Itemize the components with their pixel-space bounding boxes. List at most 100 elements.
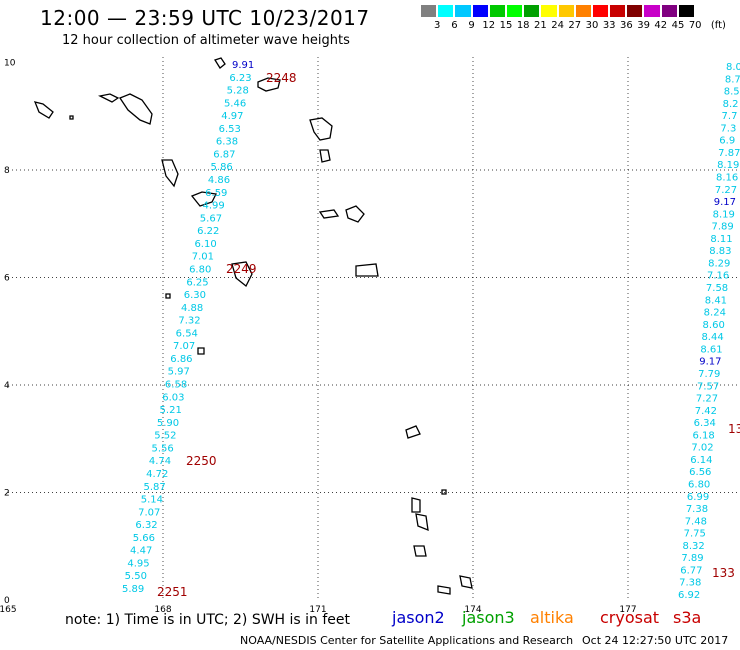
legend-swatch	[437, 4, 455, 18]
wave-height-label: 6.9	[719, 136, 735, 147]
wave-height-label: 7.32	[178, 316, 200, 327]
wave-height-label: 7.38	[679, 578, 701, 589]
wave-height-label: 6.18	[693, 430, 715, 441]
sat-jason2: jason2	[392, 608, 445, 627]
island	[161, 159, 179, 188]
legend-label: 42	[654, 20, 668, 31]
wave-height-label: 5.14	[141, 495, 163, 506]
wave-height-label: 6.14	[690, 455, 712, 466]
wave-height-label: 7.07	[138, 507, 160, 518]
wave-height-label: 7.58	[706, 283, 728, 294]
y-tick-label: 0	[4, 596, 10, 606]
wave-height-label: 6.10	[194, 239, 216, 250]
wave-height-label: 8.29	[708, 258, 730, 269]
island	[413, 545, 427, 557]
sat-altika: altika	[530, 608, 574, 627]
wave-height-label: 5.87	[143, 482, 165, 493]
island	[165, 293, 171, 299]
legend-swatch	[540, 4, 558, 18]
wave-height-label: 6.54	[176, 328, 198, 339]
pass-time-label: 2251	[157, 585, 188, 599]
island	[441, 489, 447, 495]
pass-time-label: 13	[728, 422, 740, 436]
axis-ticks: 165 168 171 174 177 0 2 4 6 8 10	[0, 59, 637, 616]
legend-label: 15	[499, 20, 513, 31]
x-tick-label: 174	[464, 605, 481, 615]
island	[437, 585, 451, 595]
wave-height-label: 9.17	[714, 197, 736, 208]
island	[98, 93, 120, 103]
island	[119, 93, 153, 125]
wave-height-label: 8.32	[682, 541, 704, 552]
island	[405, 425, 421, 439]
wave-height-label: 6.53	[219, 124, 241, 135]
legend-label: 24	[551, 20, 564, 31]
island	[319, 149, 331, 163]
wave-height-label: 6.77	[680, 565, 702, 576]
wave-height-label: 6.38	[216, 137, 238, 148]
wave-height-label: 7.79	[698, 369, 720, 380]
wave-height-label: 8.7	[725, 74, 740, 85]
wave-height-label: 5.66	[133, 533, 155, 544]
legend-label: 70	[688, 20, 702, 31]
legend-swatch	[488, 4, 506, 18]
wave-height-label: 6.56	[689, 467, 711, 478]
wave-height-label: 6.03	[162, 392, 184, 403]
legend-label: 33	[602, 20, 616, 31]
wave-height-label: 6.86	[170, 354, 192, 365]
wave-height-label: 8.0	[726, 62, 740, 73]
wave-height-label: 6.32	[135, 520, 157, 531]
wave-height-label: 5.52	[154, 431, 176, 442]
wave-height-label: 6.34	[694, 418, 716, 429]
wave-height-label: 6.30	[184, 290, 206, 301]
pass-time-label: 2248	[266, 71, 297, 85]
legend-label: 36	[620, 20, 633, 31]
timestamp-text: Oct 24 12:27:50 UTC 2017	[582, 634, 729, 647]
wave-height-label: 5.89	[122, 584, 144, 595]
wave-height-label: 8.44	[701, 332, 723, 343]
legend-swatch	[454, 4, 472, 18]
y-tick-label: 6	[4, 274, 10, 284]
wave-height-label: 8.60	[703, 320, 725, 331]
wave-height-label: 7.27	[696, 394, 718, 405]
legend-label: (ft)	[710, 20, 726, 31]
sat-cryosat: cryosat	[600, 608, 660, 627]
credit-text: NOAA/NESDIS Center for Satellite Applica…	[240, 634, 574, 647]
wave-height-label: 6.80	[189, 264, 211, 275]
map-title: 12:00 — 23:59 UTC 10/23/2017	[40, 6, 370, 30]
wave-height-label: 6.25	[186, 277, 208, 288]
wave-height-label: 7.27	[715, 185, 737, 196]
legend-label: 3	[434, 20, 441, 31]
legend-swatch	[557, 4, 575, 18]
legend-swatch	[626, 4, 644, 18]
wave-height-label: 5.90	[157, 418, 179, 429]
island-outlines	[33, 57, 473, 595]
wave-height-label: 7.02	[691, 443, 713, 454]
wave-height-label: 7.07	[173, 341, 195, 352]
time-labels: 2248 2249 2250 2251 13 133	[157, 71, 740, 599]
legend-swatch	[660, 4, 678, 18]
wave-height-label: 5.86	[211, 162, 233, 173]
y-tick-label: 4	[4, 381, 10, 391]
wave-height-label: 7.7	[722, 111, 738, 122]
wave-height-label: 7.38	[686, 504, 708, 515]
island	[257, 77, 281, 92]
wave-height-label: 6.87	[213, 149, 235, 160]
wave-height-label: 6.80	[688, 479, 710, 490]
pass-time-label: 2250	[186, 454, 217, 468]
island	[318, 209, 340, 219]
color-legend: 3 6 9 12 15 18 21 24 27 30 33 36 39 42 45 70 (ft)	[420, 4, 726, 32]
pass-time-label: 2249	[226, 262, 257, 276]
wave-height-label: 4.47	[130, 546, 152, 557]
wave-height-label: 5.56	[152, 443, 174, 454]
wave-height-label: 4.97	[221, 111, 243, 122]
legend-swatch	[523, 4, 541, 18]
x-tick-label: 168	[154, 605, 171, 615]
island	[309, 117, 333, 141]
map-subtitle: 12 hour collection of altimeter wave hei…	[62, 33, 350, 48]
island	[345, 205, 365, 223]
wave-height-label: 8.24	[704, 308, 726, 319]
legend-swatches	[420, 4, 695, 18]
island	[33, 101, 54, 119]
